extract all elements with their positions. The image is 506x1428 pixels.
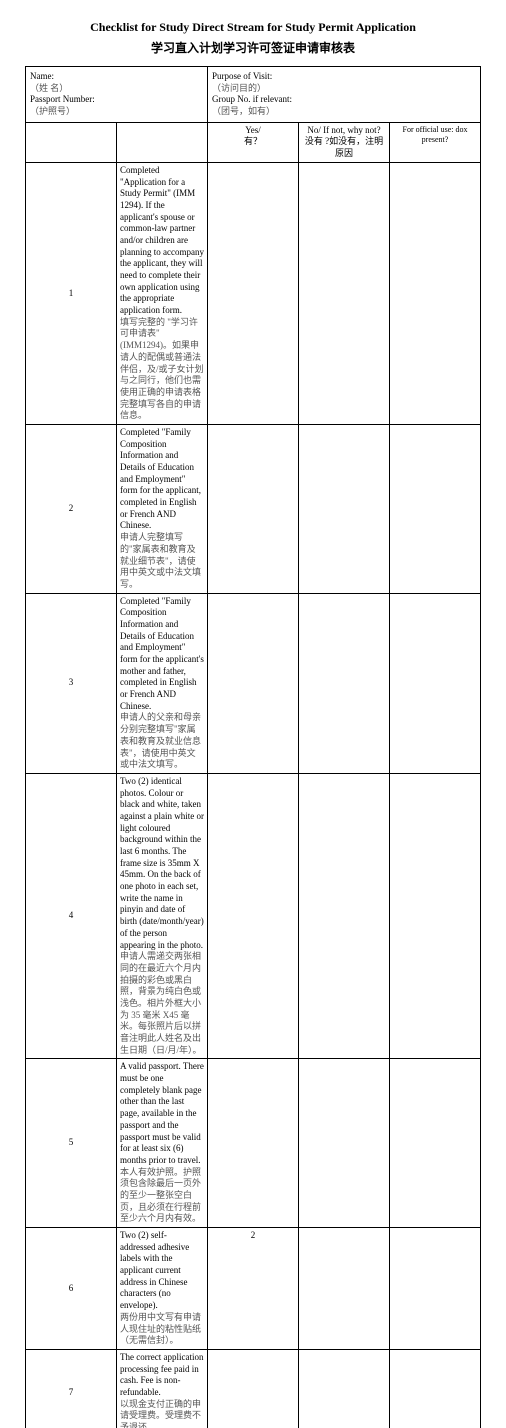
row-description: Two (2) identical photos. Colour or blac… (117, 773, 208, 1059)
row-description: The correct application processing fee p… (117, 1349, 208, 1428)
col-official-header: For official use: dox present? (390, 122, 481, 162)
col-no-header: No/ If not, why not? 没有 ?如没有，注明原因 (299, 122, 390, 162)
desc-en: Completed "Application for a Study Permi… (120, 165, 204, 317)
col-num-blank (26, 122, 117, 162)
purpose-label-zh: （访问目的） (212, 83, 476, 95)
official-cell (390, 773, 481, 1059)
no-header-zh: 没有 ?如没有，注明原因 (302, 136, 386, 159)
passport-label-zh: （护照号） (30, 106, 203, 118)
row-number: 1 (26, 162, 117, 424)
row-description: Two (2) self- addressed adhesive labels … (117, 1228, 208, 1350)
row-number: 2 (26, 424, 117, 593)
col-desc-blank (117, 122, 208, 162)
row-description: Completed "Family Composition Informatio… (117, 593, 208, 773)
no-cell (299, 1059, 390, 1228)
yes-cell (208, 773, 299, 1059)
official-cell (390, 1349, 481, 1428)
name-label-zh: （姓 名） (30, 83, 203, 95)
no-cell (299, 593, 390, 773)
official-cell (390, 593, 481, 773)
desc-en: Two (2) self- addressed adhesive labels … (120, 1230, 204, 1312)
row-description: Completed "Family Composition Informatio… (117, 424, 208, 593)
row-description: A valid passport. There must be one comp… (117, 1059, 208, 1228)
official-cell (390, 1228, 481, 1350)
desc-zh: 以现金支付正确的申请受理费。受理费不予退还。 (120, 1399, 204, 1428)
desc-zh: 两份用中文写有申请人现住址的粘性贴纸 （无需信封）。 (120, 1312, 204, 1347)
official-cell (390, 162, 481, 424)
no-cell (299, 1349, 390, 1428)
header-right-cell: Purpose of Visit: （访问目的） Group No. if re… (208, 67, 481, 123)
row-number: 7 (26, 1349, 117, 1428)
row-number: 3 (26, 593, 117, 773)
row-number: 5 (26, 1059, 117, 1228)
group-label-zh: （团号，如有） (212, 106, 476, 118)
official-cell (390, 424, 481, 593)
yes-cell (208, 593, 299, 773)
desc-en: Completed "Family Composition Informatio… (120, 427, 204, 532)
row-description: Completed "Application for a Study Permi… (117, 162, 208, 424)
desc-zh: 本人有效护照。护照须包含除最后一页外的至少一整张空白页，且必须在行程前至少六个月… (120, 1167, 204, 1225)
desc-en: The correct application processing fee p… (120, 1352, 204, 1399)
row-number: 4 (26, 773, 117, 1059)
desc-zh: 申请人完整填写的"家属表和教育及就业细节表"，请使用中英文或中法文填写。 (120, 532, 204, 590)
desc-en: A valid passport. There must be one comp… (120, 1061, 204, 1166)
no-header-en: No/ If not, why not? (302, 125, 386, 137)
checklist-table: Name: （姓 名） Passport Number: （护照号） Purpo… (25, 66, 481, 1428)
yes-cell (208, 162, 299, 424)
yes-cell (208, 1349, 299, 1428)
yes-cell (208, 424, 299, 593)
desc-zh: 申请人的父亲和母亲分别完整填写"家属表和教育及就业信息表"，请使用中英文或中法文… (120, 712, 204, 770)
yes-cell (208, 1059, 299, 1228)
yes-header-en: Yes/ (211, 125, 295, 137)
desc-zh: 填写完整的 "学习许可申请表" (IMM1294)。如果申请人的配偶或普通法伴侣… (120, 317, 204, 422)
no-cell (299, 162, 390, 424)
desc-en: Completed "Family Composition Informatio… (120, 596, 204, 713)
row-number: 6 (26, 1228, 117, 1350)
title-english: Checklist for Study Direct Stream for St… (25, 20, 481, 35)
official-cell (390, 1059, 481, 1228)
desc-zh: 申请人需递交两张相同的在最近六个月内拍摄的彩色或黑白照，背景为纯白色或浅色。相片… (120, 951, 204, 1056)
yes-header-zh: 有？ (211, 136, 295, 148)
passport-label-en: Passport Number: (30, 94, 203, 106)
no-cell (299, 1228, 390, 1350)
purpose-label-en: Purpose of Visit: (212, 71, 476, 83)
no-cell (299, 773, 390, 1059)
no-cell (299, 424, 390, 593)
yes-cell: 2 (208, 1228, 299, 1350)
desc-en: Two (2) identical photos. Colour or blac… (120, 776, 204, 951)
name-label-en: Name: (30, 71, 203, 83)
title-chinese: 学习直入计划学习许可签证申请审核表 (25, 39, 481, 56)
group-label-en: Group No. if relevant: (212, 94, 476, 106)
col-yes-header: Yes/ 有？ (208, 122, 299, 162)
header-left-cell: Name: （姓 名） Passport Number: （护照号） (26, 67, 208, 123)
